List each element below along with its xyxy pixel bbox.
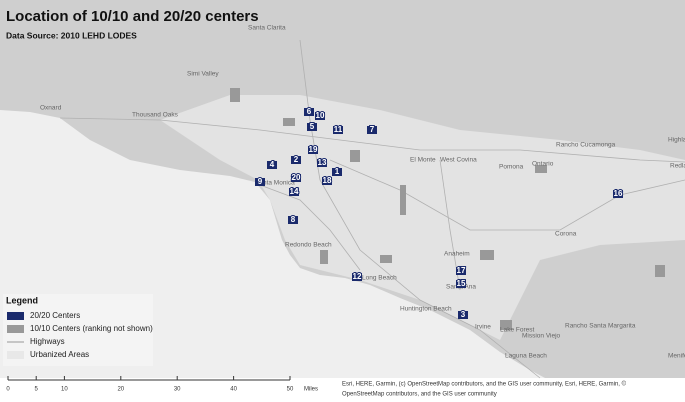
center-label: 12	[353, 272, 362, 281]
twenty-twenty-center	[307, 123, 317, 131]
twenty-twenty-center	[289, 188, 299, 196]
place-label: Menifee	[668, 353, 685, 360]
center-label: 13	[318, 158, 327, 167]
twenty-twenty-center	[367, 126, 377, 134]
place-label: Ontario	[532, 161, 554, 168]
twenty-twenty-center	[456, 280, 466, 288]
center-label: 15	[457, 279, 466, 288]
twenty-twenty-center	[322, 177, 332, 185]
place-label: Corona	[555, 231, 577, 238]
scale-unit: Miles	[304, 387, 318, 393]
place-label: Laguna Beach	[505, 353, 547, 360]
place-label: Rancho Cucamonga	[556, 142, 616, 149]
place-label: Oxnard	[40, 105, 62, 112]
twenty-twenty-center	[317, 159, 327, 167]
title: Location of 10/10 and 20/20 centers	[6, 8, 259, 25]
center-label: 1	[335, 167, 340, 176]
scale-label: 5	[35, 387, 39, 393]
place-label: Highland	[668, 137, 685, 144]
twenty-twenty-center	[291, 156, 301, 164]
twenty-twenty-center	[267, 161, 277, 169]
place-label: Pomona	[499, 164, 524, 171]
place-label: Santa Clarita	[248, 25, 286, 32]
center-label: 5	[310, 122, 315, 131]
legend-item: Urbanized Areas	[30, 350, 89, 359]
center-label: 8	[291, 215, 296, 224]
place-label: Santa Monica	[255, 180, 295, 187]
ocean	[0, 110, 545, 378]
scale-label: 10	[61, 387, 68, 393]
legend-box	[3, 294, 153, 366]
center-label: 14	[290, 187, 299, 196]
twenty-twenty-center	[456, 267, 466, 275]
twenty-twenty-center	[308, 146, 318, 154]
scale-label: 20	[117, 387, 124, 393]
twenty-twenty-center	[613, 190, 623, 198]
twenty-twenty-center	[333, 126, 343, 134]
legend-item: 10/10 Centers (ranking not shown)	[30, 324, 153, 333]
center-label: 6	[307, 107, 312, 116]
place-label: Redlands	[670, 163, 685, 170]
place-label: Redondo Beach	[285, 242, 332, 249]
place-label: Thousand Oaks	[132, 112, 179, 119]
twenty-twenty-center	[288, 216, 298, 224]
twenty-twenty-center	[291, 174, 301, 182]
center-label: 19	[309, 145, 318, 154]
center-label: 18	[323, 176, 332, 185]
center-label: 16	[614, 189, 623, 198]
scale-label: 30	[174, 387, 181, 393]
place-label: Mission Viejo	[522, 333, 561, 340]
attribution: OpenStreetMap contributors, and the GIS …	[342, 392, 497, 398]
center-label: 11	[334, 125, 343, 134]
legend-title: Legend	[6, 295, 38, 305]
center-label: 3	[461, 310, 466, 319]
center-label: 10	[316, 111, 325, 120]
twenty-twenty-center	[315, 112, 325, 120]
twenty-twenty-center	[255, 178, 265, 186]
ten-ten-centers	[230, 88, 665, 330]
twenty-twenty-center	[352, 273, 362, 281]
center-label: 17	[457, 266, 466, 275]
place-label: Lake Forest	[500, 327, 535, 334]
twenty-twenty-center	[458, 311, 468, 319]
legend-swatch	[7, 351, 24, 359]
legend-swatch	[7, 325, 24, 333]
twenty-twenty-center	[332, 168, 342, 176]
center-label: 7	[370, 125, 375, 134]
legend-swatch	[7, 312, 24, 320]
attribution: Esri, HERE, Garmin, (c) OpenStreetMap co…	[342, 381, 627, 388]
legend-item: Highways	[30, 337, 65, 346]
place-label: Simi Valley	[187, 71, 219, 78]
place-label: Huntington Beach	[400, 306, 452, 313]
center-label: 20	[292, 173, 301, 182]
place-label: West Covina	[440, 157, 477, 164]
scale-label: 50	[287, 387, 294, 393]
dynamic-layer: Santa Clarita Simi Valley Oxnard Thousand O…	[6, 25, 685, 393]
legend-item: 20/20 Centers	[30, 311, 80, 320]
place-label: Anaheim	[444, 251, 470, 258]
center-label: 4	[270, 160, 275, 169]
place-label: Rancho Santa Margarita	[565, 323, 636, 330]
scale-label: 0	[6, 387, 10, 393]
center-label: 2	[294, 155, 299, 164]
place-label: El Monte	[410, 157, 436, 164]
center-label: 9	[258, 177, 263, 186]
place-label: Long Beach	[362, 275, 397, 282]
twenty-twenty-center	[304, 108, 314, 116]
subtitle: Data Source: 2010 LEHD LODES	[6, 30, 137, 40]
scale-label: 40	[230, 387, 237, 393]
place-label: Irvine	[475, 324, 491, 331]
